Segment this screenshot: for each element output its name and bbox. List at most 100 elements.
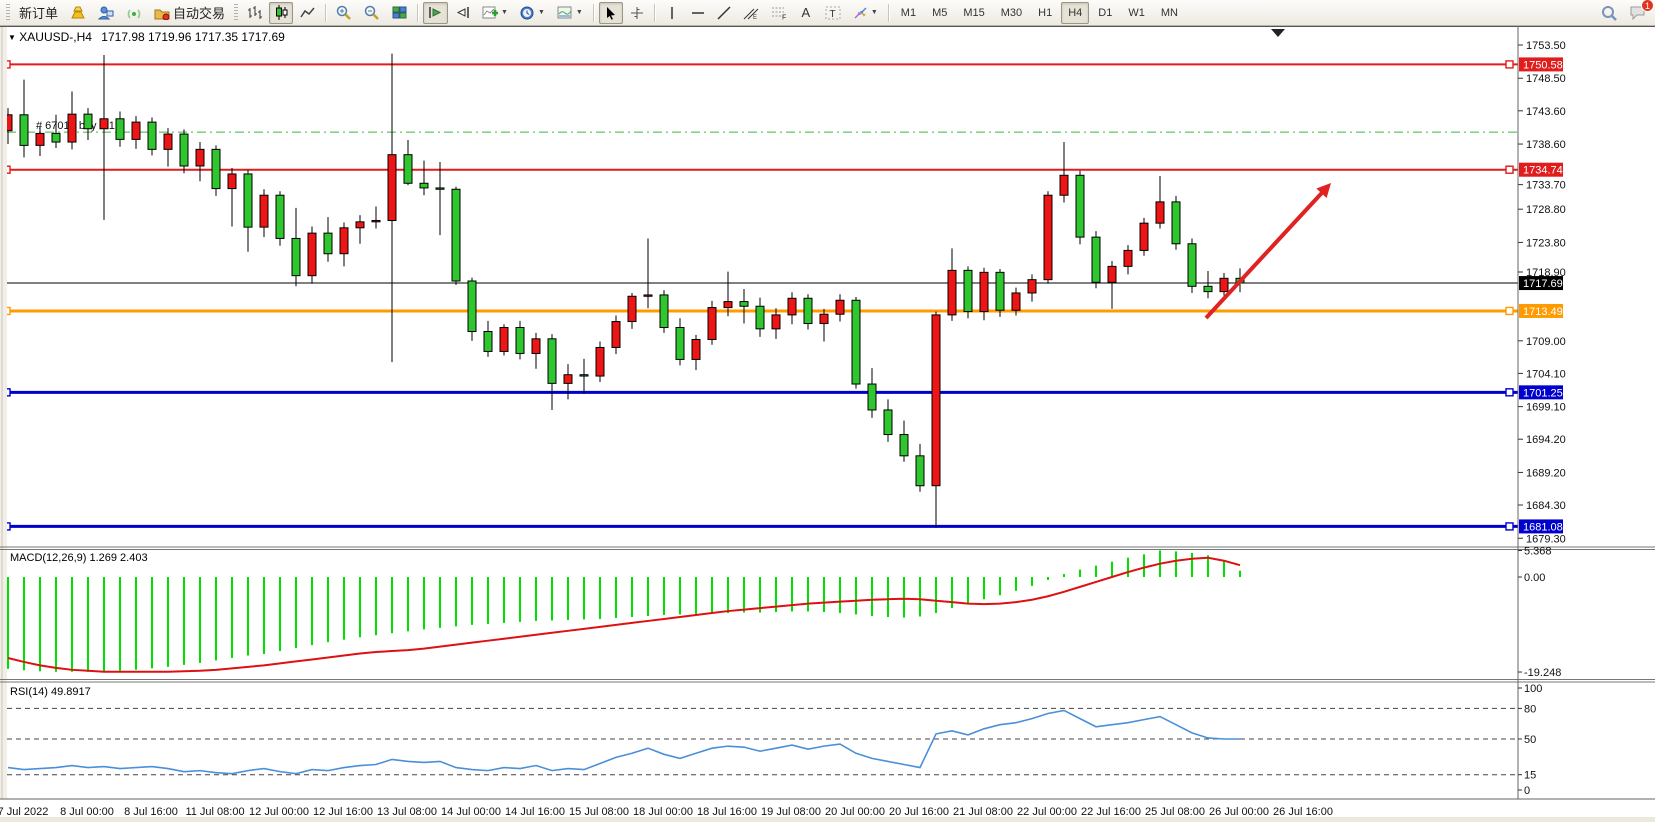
candle-body [659,294,669,329]
tf-button-m5[interactable]: M5 [932,6,948,19]
notification-count-badge: 1 [1641,0,1654,12]
candle-body [275,194,285,239]
date-tick-label: 18 Jul 00:00 [633,806,693,818]
chart-shift-button[interactable] [450,2,475,24]
bar-chart-type-button[interactable] [242,2,267,24]
signals-icon[interactable] [121,2,147,24]
candle-body [1203,285,1213,293]
horizontal-line-tool[interactable] [686,2,710,24]
tile-windows-button[interactable] [387,2,412,24]
tf-button-d1[interactable]: D1 [1098,6,1113,19]
candle-body [1139,222,1149,251]
cursor-button[interactable] [598,1,623,24]
candle-body [131,121,141,140]
date-tick-label: 14 Jul 00:00 [441,806,501,818]
price-tick-label: 1733.70 [1526,180,1566,192]
candle-body [915,455,925,487]
tf-button-m15[interactable]: M15 [963,6,985,19]
new-order-button[interactable]: 新订单 [14,2,63,24]
candle-body [227,173,237,190]
tf-button-mn[interactable]: MN [1160,6,1178,19]
chart-shift-marker-icon[interactable] [1271,29,1285,37]
auto-scroll-button[interactable] [423,1,449,24]
symbol-period-label: XAUUSD-,H4 [19,30,92,44]
price-line-badge [1519,519,1563,534]
candle-body [883,409,893,436]
chart-window[interactable]: # 67013 buy 0.11753.501748.501743.601738… [0,26,1655,822]
candle-body [547,338,557,384]
line-handle[interactable] [1505,60,1514,69]
candle-body [531,338,541,354]
candle-body [1075,174,1085,238]
macd-signal-line [7,556,1241,673]
zoom-out-button[interactable] [359,2,385,24]
candle-body [755,305,765,330]
toolbar-grip[interactable] [234,3,239,22]
search-icon[interactable] [1596,2,1622,24]
date-tick-label: 14 Jul 16:00 [505,806,565,818]
candle-body [515,327,525,354]
price-line-badge [1519,385,1563,400]
trend-arrow-annotation[interactable] [1204,187,1328,320]
vertical-line-tool[interactable] [660,2,684,24]
chart-title: ▼ XAUUSD-,H4 1717.98 1719.96 1717.35 171… [8,30,285,44]
candle-body [19,114,29,146]
notifications-button[interactable]: 1 [1624,0,1654,24]
date-tick-label: 13 Jul 08:00 [377,806,437,818]
crosshair-button[interactable] [625,2,649,24]
channel-tool[interactable]: E [738,2,764,24]
candle-body [611,321,621,348]
candle-body [467,280,477,333]
community-icon[interactable] [93,2,119,24]
line-handle[interactable] [1505,165,1514,174]
candle-body [179,133,189,167]
label-tool[interactable]: T [820,2,846,24]
auto-trading-button[interactable]: 自动交易 [149,2,230,24]
line-handle[interactable] [1505,388,1514,397]
candle-body [835,299,845,315]
date-tick-label: 12 Jul 16:00 [313,806,373,818]
candle-body [723,301,733,309]
templates-button[interactable]: ▼ [552,2,588,24]
tf-button-h1[interactable]: H1 [1038,6,1053,19]
tf-button-w1[interactable]: W1 [1128,6,1145,19]
date-tick-label: 26 Jul 16:00 [1273,806,1333,818]
date-tick-label: 18 Jul 16:00 [697,806,757,818]
tf-button-m1[interactable]: M1 [900,6,917,19]
date-tick-label: 15 Jul 08:00 [569,806,629,818]
indicators-button[interactable]: ▼ [477,2,513,24]
price-tick-label: 1753.50 [1526,40,1566,52]
text-tool[interactable]: A [801,5,811,20]
price-chart[interactable]: # 67013 buy 0.11753.501748.501743.601738… [0,26,1655,822]
candle-body [1059,174,1069,196]
candle-body [435,187,445,190]
price-tick-label: 1684.30 [1526,500,1566,512]
candle-body [387,154,397,221]
zoom-in-button[interactable] [331,2,357,24]
price-tick-label: 1723.80 [1526,237,1566,249]
candle-body [1187,243,1197,287]
trendline-tool[interactable] [712,2,736,24]
toolbar-grip[interactable] [6,3,10,22]
candle-body [899,434,909,457]
line-handle[interactable] [1505,522,1514,531]
shapes-tool[interactable]: ▼ [848,2,883,24]
candle-body [419,182,429,189]
fibonacci-tool[interactable]: F [766,2,792,24]
candlestick-type-button[interactable] [269,1,294,24]
line-chart-type-button[interactable] [295,2,320,24]
gold-ingot-icon[interactable] [65,2,91,24]
date-tick-label: 8 Jul 00:00 [60,806,114,818]
candle-body [355,221,365,229]
tf-button-h4[interactable]: H4 [1061,1,1090,24]
candle-body [563,374,573,384]
date-tick-label: 8 Jul 16:00 [124,806,178,818]
candles [3,53,1245,528]
price-tick-label: 1718.90 [1526,267,1566,279]
tf-button-m30[interactable]: M30 [1000,6,1023,19]
candle-body [83,113,93,130]
candle-body [803,297,813,325]
chart-menu-triangle-icon[interactable]: ▼ [8,33,16,42]
line-handle[interactable] [1505,306,1514,316]
periods-button[interactable]: ▼ [515,2,550,24]
